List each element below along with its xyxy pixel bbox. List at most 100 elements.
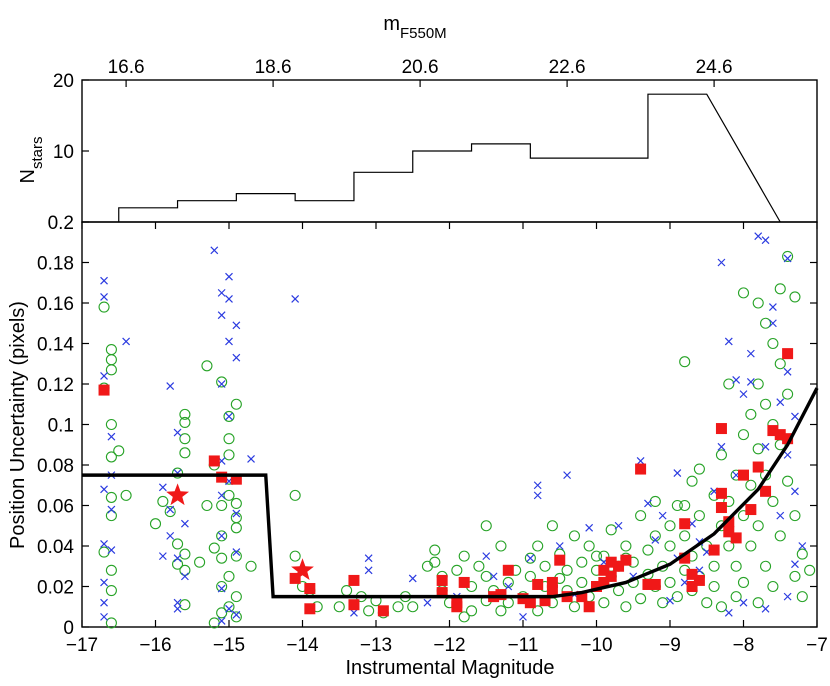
red-square-point: [377, 605, 389, 617]
green-circle-point: [715, 601, 728, 613]
green-circle-point: [223, 601, 235, 613]
x-tick-labels: −17 −16 −15 −14 −13 −12 −11 −10 −9 −8 −7: [66, 635, 828, 656]
blue-cross-point: [100, 276, 108, 285]
red-square-point: [760, 485, 772, 497]
green-circle-point: [524, 552, 536, 564]
blue-cross-point: [732, 376, 741, 384]
red-square-point: [649, 578, 661, 590]
threshold-curve: [82, 387, 819, 599]
green-circle-point: [782, 250, 794, 262]
x-tick-label: −16: [139, 635, 171, 656]
top-tick-label: 16.6: [108, 57, 145, 78]
blue-cross-point: [761, 442, 770, 451]
green-circle-point: [723, 495, 735, 508]
green-circle-point: [759, 398, 772, 410]
blue-cross-point: [122, 337, 131, 346]
green-circle-point: [149, 518, 162, 530]
green-circle-point: [208, 542, 220, 554]
blue-cross-point: [666, 596, 674, 605]
red-square-point: [436, 587, 448, 599]
green-circle-point: [767, 580, 779, 593]
green-circle-point: [524, 570, 536, 582]
blue-cross-point: [717, 442, 726, 451]
green-circle-point: [105, 364, 117, 376]
green-circle-point: [737, 287, 750, 299]
green-circle-point: [473, 560, 485, 572]
red-square-point: [613, 560, 625, 572]
blue-cross-point: [173, 604, 182, 613]
green-circle-point: [782, 388, 794, 400]
blue-cross-point: [761, 236, 770, 245]
blue-cross-point: [791, 560, 799, 569]
green-circle-point: [230, 550, 242, 562]
blue-cross-point: [724, 337, 733, 346]
green-circle-point: [723, 540, 735, 552]
green-circle-point: [796, 591, 808, 603]
red-square-point: [451, 601, 463, 613]
red-square-point: [554, 554, 566, 566]
blue-cross-point: [180, 572, 189, 581]
blue-cross-point: [225, 337, 233, 346]
blue-cross-point: [364, 554, 373, 563]
blue-cross-point: [783, 592, 792, 601]
blue-cross-point: [173, 598, 182, 607]
red-square-point: [532, 578, 544, 590]
blue-cross-point: [100, 540, 108, 548]
blue-cross-point: [636, 457, 645, 465]
blue-cross-point: [210, 246, 219, 255]
blue-cross-point: [232, 610, 241, 619]
green-circle-point: [598, 550, 610, 562]
blue-cross-point: [107, 505, 116, 514]
x-tick-label: −10: [580, 635, 612, 656]
green-circle-point: [289, 550, 301, 562]
red-square-point: [686, 568, 698, 580]
blue-cross-point: [614, 521, 623, 530]
green-circle-point: [752, 378, 764, 390]
green-circle-point: [782, 475, 794, 487]
green-circle-point: [223, 449, 235, 461]
red-square-point: [635, 463, 647, 475]
green-circle-point: [407, 601, 419, 613]
green-circle-point: [201, 360, 213, 372]
green-circle-point: [216, 552, 228, 564]
blue-cross-point: [100, 485, 108, 494]
green-circle-point: [421, 560, 434, 572]
green-circle-point: [561, 564, 573, 576]
green-circle-point: [164, 506, 176, 518]
y-tick-label: 0.16: [37, 294, 74, 315]
red-square-point: [723, 526, 735, 538]
green-circle-point: [194, 556, 206, 568]
red-square-point: [304, 583, 316, 595]
green-circle-point: [363, 605, 375, 617]
y-tick-label: 0: [63, 618, 74, 639]
x-tick-label: −13: [360, 635, 392, 656]
green-circle-point: [715, 449, 728, 461]
red-square-point: [605, 570, 617, 582]
top-tick-label: 18.6: [255, 57, 292, 78]
blue-cross-point: [761, 604, 770, 613]
green-circle-point: [752, 597, 764, 609]
red-square-point: [598, 564, 610, 576]
green-circle-point: [105, 617, 117, 629]
red-square-point: [708, 544, 720, 556]
y-tick-label: 0.18: [37, 254, 74, 275]
green-circle-point: [605, 524, 617, 536]
red-square-point: [348, 574, 360, 586]
green-circle-point: [216, 580, 228, 593]
blue-cross-point: [158, 483, 167, 492]
green-circle-point: [179, 564, 191, 576]
y-tick-label: 0.06: [37, 497, 74, 518]
blue-cross-point: [364, 566, 373, 575]
green-circle-point: [223, 570, 235, 582]
blue-cross-point: [783, 254, 792, 263]
green-circle-point: [767, 495, 779, 508]
green-circle-point: [179, 416, 191, 429]
red-square-point: [208, 455, 220, 467]
blue-cross-point: [291, 295, 300, 303]
red-square-point: [289, 572, 301, 584]
y-tick-label: 0.02: [37, 578, 74, 599]
blue-cross-point: [768, 303, 777, 311]
blue-cross-point: [533, 491, 542, 500]
green-circle-point: [216, 530, 228, 542]
